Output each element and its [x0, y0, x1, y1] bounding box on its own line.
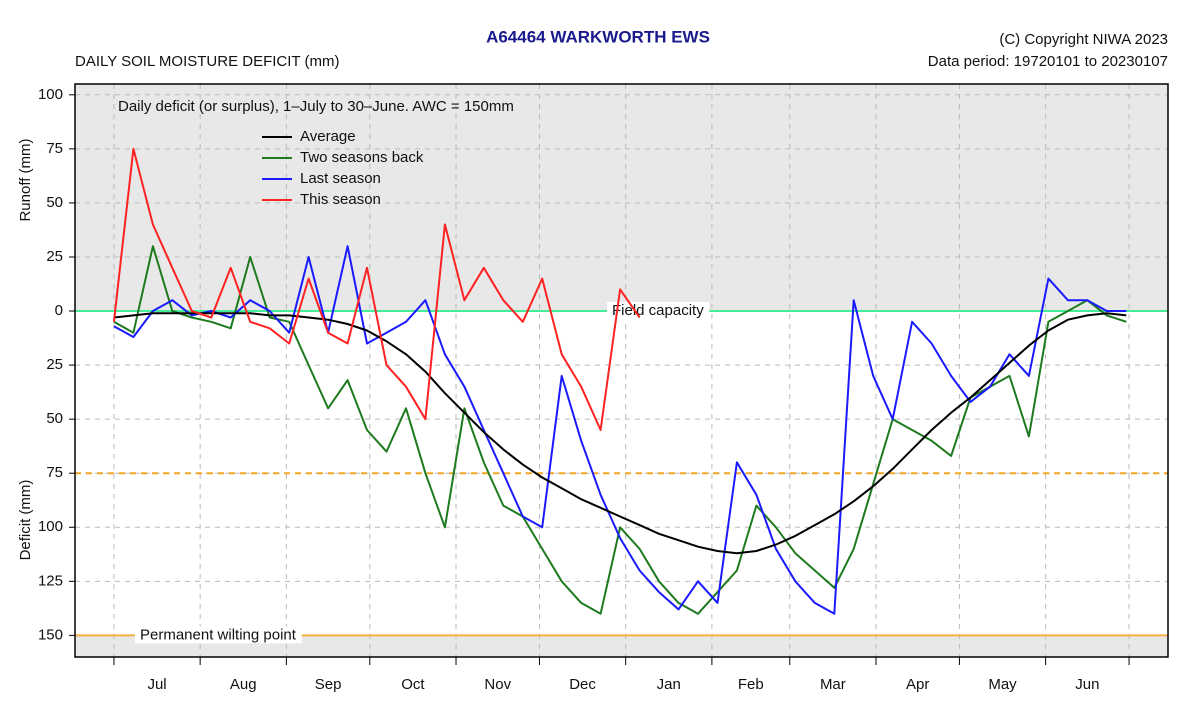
x-tick-label: Sep	[315, 676, 342, 693]
y-tick-label: 25	[46, 248, 63, 265]
below-wilting-shade	[75, 635, 1168, 657]
x-tick-label: Apr	[906, 676, 929, 693]
y-tick-label: 100	[38, 86, 63, 103]
y-tick-label: 50	[46, 194, 63, 211]
reference-label: Field capacity	[612, 302, 704, 319]
x-tick-label: Jan	[657, 676, 681, 693]
series-line	[113, 312, 1127, 555]
x-tick-label: Jul	[147, 676, 166, 693]
y-axis-label: Deficit (mm)	[17, 480, 34, 561]
x-tick-label: Aug	[230, 676, 257, 693]
legend-label: Average	[300, 128, 356, 145]
x-tick-label: Jun	[1075, 676, 1099, 693]
x-tick-label: May	[988, 676, 1017, 693]
legend-label: Two seasons back	[300, 149, 424, 166]
y-tick-label: 125	[38, 572, 63, 589]
legend-label: Last season	[300, 170, 381, 187]
series-line	[112, 147, 641, 431]
runoff-shade	[75, 84, 1168, 312]
y-tick-label: 75	[46, 464, 63, 481]
chart-title: A64464 WARKWORTH EWS	[486, 27, 710, 46]
y-tick-label: 100	[38, 518, 63, 535]
series-line	[113, 245, 1127, 615]
y-tick-label: 25	[46, 356, 63, 373]
y-tick-label: 0	[55, 302, 63, 319]
x-tick-label: Dec	[569, 676, 596, 693]
y-tick-label: 50	[46, 410, 63, 427]
plot-frame	[74, 83, 1169, 658]
series-line	[113, 245, 1127, 615]
copyright: (C) Copyright NIWA 2023	[999, 31, 1168, 48]
x-tick-label: Mar	[820, 676, 846, 693]
reference-label: Permanent wilting point	[140, 626, 297, 643]
label-knockout	[135, 626, 302, 644]
chart-subtitle: DAILY SOIL MOISTURE DEFICIT (mm)	[75, 53, 339, 70]
x-tick-label: Feb	[738, 676, 764, 693]
y-tick-label: 150	[38, 626, 63, 643]
y-tick-label: 75	[46, 140, 63, 157]
legend-label: This season	[300, 191, 381, 208]
x-tick-label: Oct	[401, 676, 425, 693]
data-period: Data period: 19720101 to 20230107	[928, 53, 1168, 70]
x-tick-label: Nov	[484, 676, 511, 693]
y-axis-label: Runoff (mm)	[17, 138, 34, 221]
annotation: Daily deficit (or surplus), 1–July to 30…	[118, 98, 514, 115]
